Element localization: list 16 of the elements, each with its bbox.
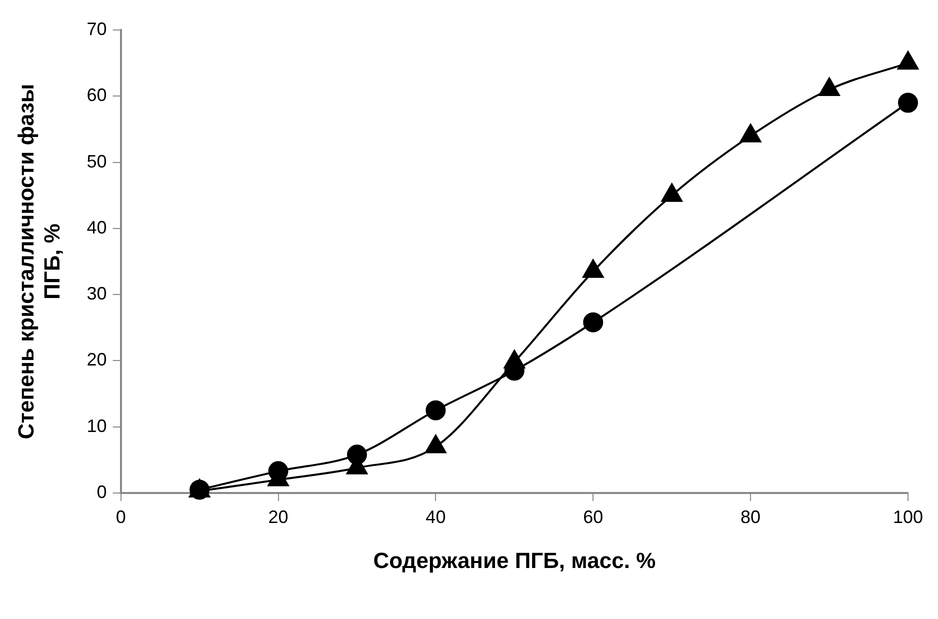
y-tick-label: 30 (86, 284, 107, 304)
y-tick-label: 70 (86, 18, 107, 39)
y-tick-label: 40 (86, 217, 107, 238)
y-tick-label: 60 (86, 85, 107, 106)
y-tick-label: 50 (86, 151, 107, 172)
y-axis-title: Степень кристалличности фазы ПГБ, % (13, 84, 65, 440)
y-tick-label: 0 (96, 482, 107, 502)
y-tick-label: 10 (86, 416, 107, 436)
x-tick-label: 80 (740, 506, 761, 527)
x-tick-label: 100 (892, 506, 924, 527)
x-tick-label: 40 (426, 506, 446, 527)
y-tick-label: 20 (86, 350, 107, 370)
x-tick-label: 0 (116, 506, 126, 527)
x-tick-label: 20 (268, 506, 288, 527)
x-tick-label: 60 (583, 506, 604, 527)
x-axis-title: Содержание ПГБ, масс. % (373, 548, 656, 573)
